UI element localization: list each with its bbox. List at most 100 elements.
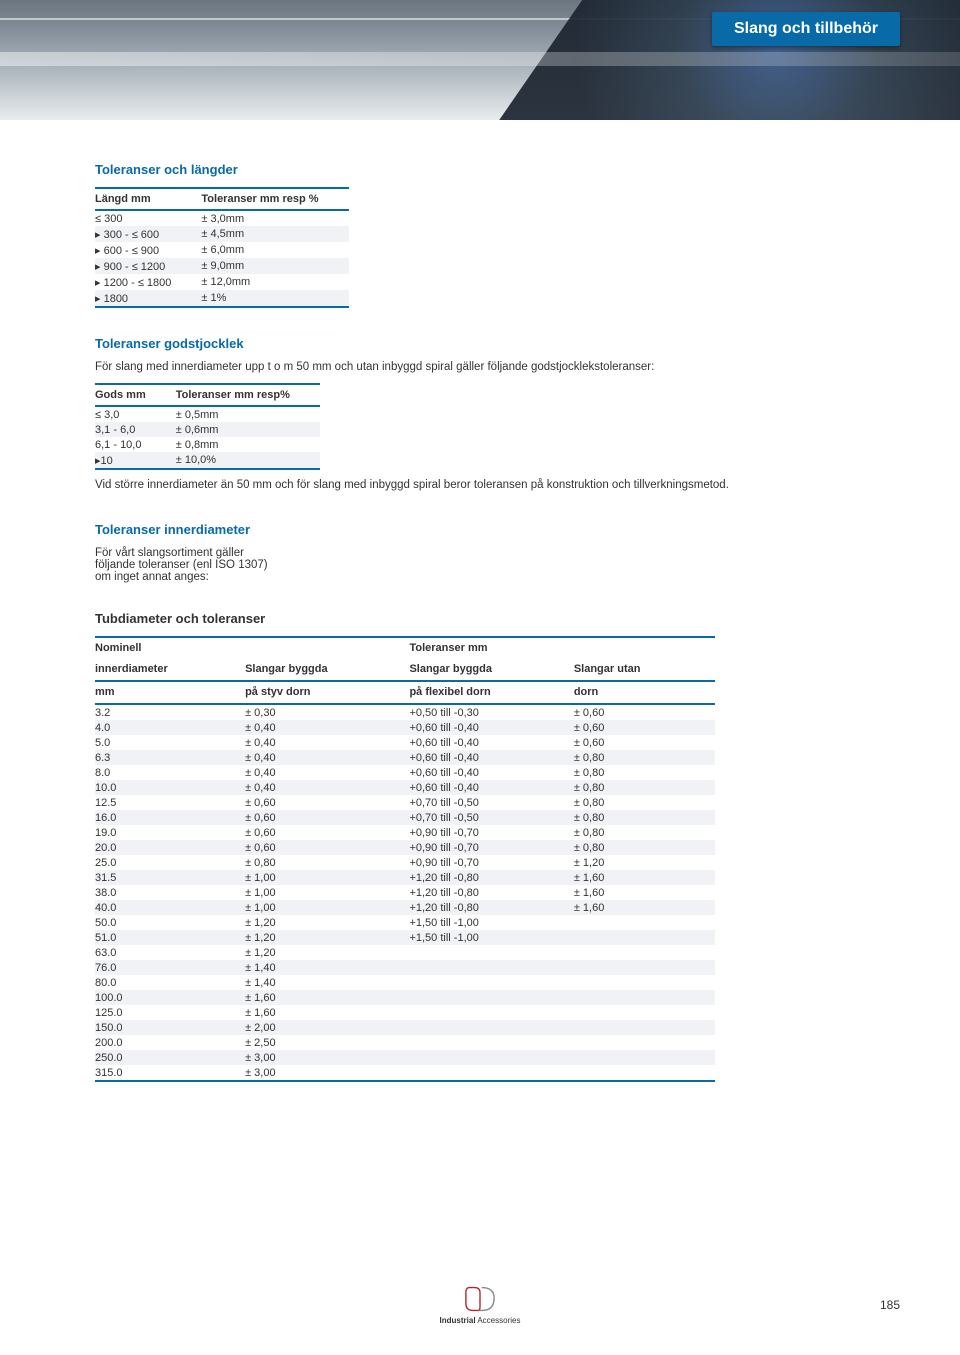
col-header: dorn — [574, 681, 715, 704]
cell: ± 12,0mm — [201, 274, 348, 290]
col-header: mm — [95, 681, 245, 704]
col-header: Toleranser mm — [409, 637, 573, 659]
table-row: 3,1 - 6,0± 0,6mm — [95, 422, 320, 437]
cell: 50.0 — [95, 915, 245, 930]
cell: ± 0,80 — [574, 780, 715, 795]
cell: 250.0 — [95, 1050, 245, 1065]
cell: 31.5 — [95, 870, 245, 885]
cell — [409, 1065, 573, 1081]
cell: ± 0,40 — [245, 735, 409, 750]
cell: ▸ 300 - ≤ 600 — [95, 226, 201, 242]
section2-intro: För slang med innerdiameter upp t o m 50… — [95, 361, 880, 373]
cell: ± 0,80 — [574, 795, 715, 810]
col-header — [245, 637, 409, 659]
table-row: 10.0± 0,40+0,60 till -0,40± 0,80 — [95, 780, 715, 795]
col-header: Toleranser mm resp% — [176, 384, 320, 406]
section3-intro: För vårt slangsortiment gäller följande … — [95, 547, 880, 583]
cell — [574, 960, 715, 975]
section-lengths: Toleranser och längder Längd mm Tolerans… — [95, 162, 880, 308]
section2-title: Toleranser godstjocklek — [95, 336, 880, 351]
cell: 19.0 — [95, 825, 245, 840]
cell: +0,60 till -0,40 — [409, 780, 573, 795]
table-row: 315.0± 3,00 — [95, 1065, 715, 1081]
table-row: 6.3± 0,40+0,60 till -0,40± 0,80 — [95, 750, 715, 765]
cell: ± 0,8mm — [176, 437, 320, 452]
cell — [574, 1050, 715, 1065]
cell: +1,20 till -0,80 — [409, 870, 573, 885]
cell: ± 3,0mm — [201, 210, 348, 226]
cell: 4.0 — [95, 720, 245, 735]
table-row: 19.0± 0,60+0,90 till -0,70± 0,80 — [95, 825, 715, 840]
cell — [574, 930, 715, 945]
cell: ± 0,60 — [574, 704, 715, 720]
col-header: Slangar byggda — [409, 659, 573, 681]
cell: ▸ 600 - ≤ 900 — [95, 242, 201, 258]
section-inner-diameter: Toleranser innerdiameter För vårt slangs… — [95, 522, 880, 583]
cell: ± 0,40 — [245, 780, 409, 795]
table-row: ≤ 3,0± 0,5mm — [95, 406, 320, 422]
cell: ± 3,00 — [245, 1065, 409, 1081]
cell: +0,60 till -0,40 — [409, 750, 573, 765]
cell: +0,70 till -0,50 — [409, 795, 573, 810]
table-row: 20.0± 0,60+0,90 till -0,70± 0,80 — [95, 840, 715, 855]
cell: 80.0 — [95, 975, 245, 990]
cell: ± 9,0mm — [201, 258, 348, 274]
table-row: 12.5± 0,60+0,70 till -0,50± 0,80 — [95, 795, 715, 810]
cell — [409, 975, 573, 990]
cell — [574, 945, 715, 960]
page-number: 185 — [880, 1298, 900, 1312]
cell: ± 1,60 — [574, 870, 715, 885]
table-lengths: Längd mm Toleranser mm resp % ≤ 300± 3,0… — [95, 187, 349, 308]
table-row: ▸ 300 - ≤ 600± 4,5mm — [95, 226, 349, 242]
cell: ± 1,60 — [245, 990, 409, 1005]
col-header: Nominell — [95, 637, 245, 659]
col-header: Toleranser mm resp % — [201, 188, 348, 210]
table-row: ≤ 300± 3,0mm — [95, 210, 349, 226]
cell — [409, 1050, 573, 1065]
cell — [574, 1065, 715, 1081]
table-row: 125.0± 1,60 — [95, 1005, 715, 1020]
col-header: Gods mm — [95, 384, 176, 406]
cell — [574, 915, 715, 930]
table-row: 5.0± 0,40+0,60 till -0,40± 0,60 — [95, 735, 715, 750]
cell: ± 1,20 — [245, 930, 409, 945]
cell: ± 2,50 — [245, 1035, 409, 1050]
cell — [574, 975, 715, 990]
cell: +1,20 till -0,80 — [409, 885, 573, 900]
cell: ± 1,00 — [245, 870, 409, 885]
cell: ± 0,60 — [245, 825, 409, 840]
cell: ± 0,5mm — [176, 406, 320, 422]
cell: 51.0 — [95, 930, 245, 945]
cell: 125.0 — [95, 1005, 245, 1020]
cell: 3.2 — [95, 704, 245, 720]
cell: +0,90 till -0,70 — [409, 840, 573, 855]
cell: ≤ 300 — [95, 210, 201, 226]
cell: ± 1,00 — [245, 900, 409, 915]
cell: 150.0 — [95, 1020, 245, 1035]
cell: 63.0 — [95, 945, 245, 960]
cell: ± 3,00 — [245, 1050, 409, 1065]
cell: ± 1,20 — [245, 915, 409, 930]
section4-title: Tubdiameter och toleranser — [95, 611, 880, 626]
cell: 20.0 — [95, 840, 245, 855]
cell: ± 0,40 — [245, 720, 409, 735]
cell: ± 0,80 — [245, 855, 409, 870]
cell: ± 1,20 — [574, 855, 715, 870]
cell: 10.0 — [95, 780, 245, 795]
logo-text: Industrial Accessories — [440, 1316, 521, 1325]
col-header: Slangar byggda — [245, 659, 409, 681]
table-wall-thickness: Gods mm Toleranser mm resp% ≤ 3,0± 0,5mm… — [95, 383, 320, 470]
col-header: Slangar utan — [574, 659, 715, 681]
cell — [409, 945, 573, 960]
cell — [574, 1005, 715, 1020]
cell: ▸ 900 - ≤ 1200 — [95, 258, 201, 274]
table-row: 16.0± 0,60+0,70 till -0,50± 0,80 — [95, 810, 715, 825]
cell: ± 0,80 — [574, 840, 715, 855]
cell: ▸10 — [95, 452, 176, 469]
table-row: 4.0± 0,40+0,60 till -0,40± 0,60 — [95, 720, 715, 735]
cell: ± 0,80 — [574, 810, 715, 825]
cell: ± 10,0% — [176, 452, 320, 469]
cell: 25.0 — [95, 855, 245, 870]
page-category-tab: Slang och tillbehör — [712, 12, 900, 46]
table-row: 40.0± 1,00+1,20 till -0,80± 1,60 — [95, 900, 715, 915]
